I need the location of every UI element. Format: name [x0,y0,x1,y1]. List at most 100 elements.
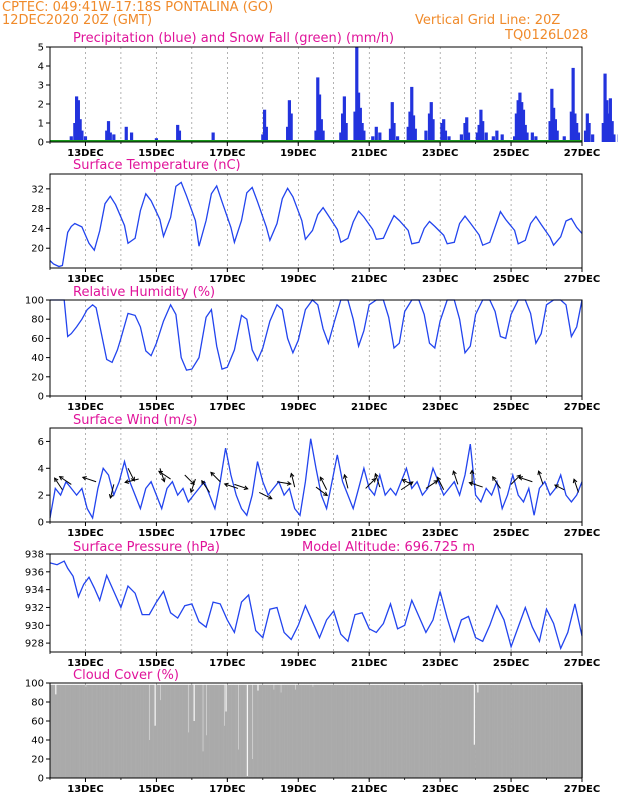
cloud-column [520,684,523,778]
cloud-column [315,684,317,778]
cloud-column [486,684,488,778]
cloud-column [372,684,374,778]
cloud-column [494,684,496,778]
cloud-column [125,684,127,778]
panel-title-temp: Surface Temperature (nC) [73,158,241,173]
cloud-column [560,684,562,778]
header-date: 12DEC2020 20Z (GMT) [2,13,152,28]
cloud-column [398,684,401,778]
cloud-column [159,684,161,778]
cloud-column [329,684,331,778]
wind-arrow-head [267,495,273,500]
wind-arrow [554,484,565,491]
wind-arrow-head [401,479,407,484]
cloud-column [254,684,256,778]
cloud-column [309,684,311,778]
cloud-column [191,684,193,778]
cloud-column [405,684,407,778]
cloud-column [397,684,399,778]
cloud-column [298,684,300,778]
wind-arrow [224,483,239,489]
cloud-column [228,684,230,778]
cloud-column [447,684,449,778]
x-tick-label: 25DEC [493,658,529,669]
cloud-column [276,684,278,778]
cloud-column [481,684,483,778]
cloud-column [206,735,208,778]
wind-arrow-head [469,469,475,475]
cloud-column [259,684,261,778]
x-tick-label: 25DEC [493,274,529,285]
cloud-column [407,684,409,778]
x-tick-label: 17DEC [209,784,245,795]
panel-frame [49,299,583,397]
cloud-column [400,684,402,778]
x-tick-label: 27DEC [564,148,600,159]
cloud-column [508,684,510,778]
cloud-column [75,684,77,778]
precip-bar [129,132,134,142]
cloud-column [90,684,92,778]
cloud-column [507,684,509,778]
cloud-column [123,684,125,778]
cloud-column [142,684,144,778]
cloud-column [126,684,128,778]
precip-bar [447,136,451,142]
cloud-column [92,684,94,778]
cloud-column [218,684,220,778]
cloud-column [535,684,537,778]
cloud-column [191,684,193,778]
cloud-column [313,684,315,778]
x-tick-label: 19DEC [280,402,316,413]
cloud-column [176,684,178,778]
cloud-column [555,684,557,778]
precip-bar [513,136,517,142]
cloud-column [216,684,218,778]
cloud-column [274,684,276,778]
cloud-column [376,684,378,778]
cloud-column [93,684,95,778]
y-tick-label: 0 [38,392,44,403]
cloud-column [372,684,374,778]
cloud-column [235,684,237,778]
cloud-column [224,684,226,778]
cloud-column [501,684,503,778]
wind-arrow-head [518,476,524,481]
cloud-column [525,684,527,778]
cloud-column [520,684,522,778]
cloud-column [281,684,283,778]
cloud-column [234,684,236,778]
y-tick-label: 24 [31,224,44,235]
panel-frame [49,553,583,653]
y-tick-label: 6 [38,437,44,448]
cloud-column [167,684,169,778]
cloud-column [267,684,269,778]
cloud-column [557,684,559,778]
cloud-column [433,684,435,778]
cloud-column [233,684,235,778]
cloud-column [493,684,495,778]
cloud-column [560,684,562,778]
cloud-column [307,684,309,778]
cloud-column [259,684,261,778]
cloud-column [107,684,109,778]
wind-arrow-head [553,484,559,489]
cloud-column [508,684,510,778]
cloud-column [145,684,147,778]
cloud-column [52,684,54,778]
cloud-column [468,684,470,778]
x-tick-label: 17DEC [209,274,245,285]
cloud-column [70,684,72,778]
cloud-column [457,684,459,778]
cloud-column [395,684,397,778]
precip-bar [548,121,552,142]
cloud-column [345,684,347,778]
cloud-column [120,684,122,778]
cloud-column [331,684,333,778]
cloud-column [553,684,555,778]
cloud-column [213,684,215,778]
cloud-column [350,684,352,778]
cloud-column [451,684,453,778]
cloud-column [343,684,345,778]
cloud-column [347,684,349,778]
